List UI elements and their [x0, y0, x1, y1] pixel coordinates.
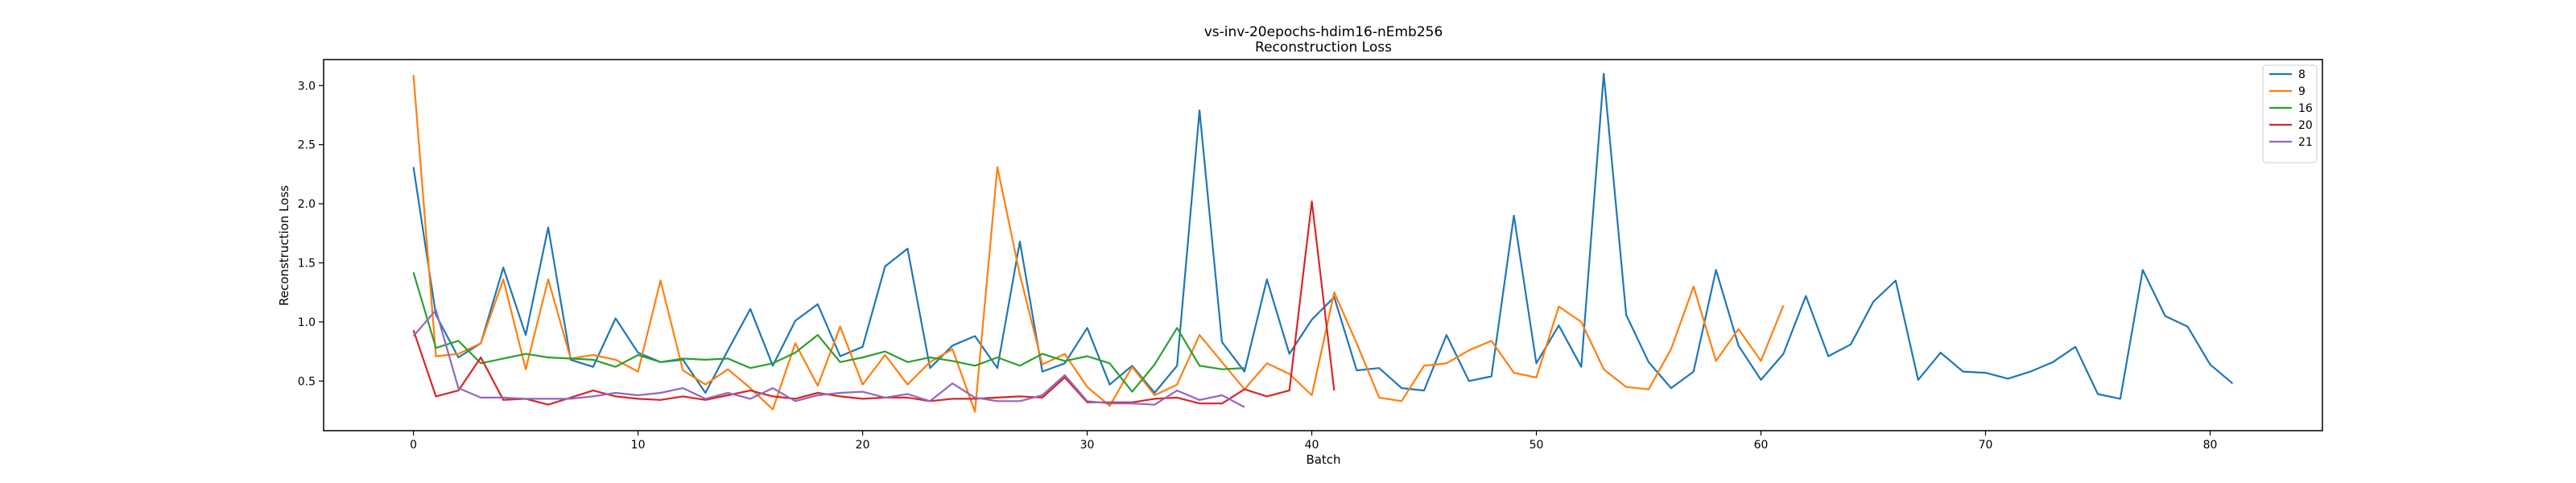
plot-area-frame — [323, 59, 2323, 431]
legend-label-8: 8 — [2298, 68, 2306, 81]
y-tick-label: 1.5 — [298, 258, 316, 270]
chart-title: vs-inv-20epochs-hdim16-nEmb256 — [1204, 24, 1443, 40]
legend-label-20: 20 — [2298, 119, 2313, 132]
legend-label-21: 21 — [2298, 136, 2313, 149]
x-tick-label: 80 — [2203, 439, 2218, 452]
x-tick-label: 10 — [631, 439, 646, 452]
y-axis-label: Reconstruction Loss — [277, 185, 291, 306]
chart-subtitle: Reconstruction Loss — [1255, 39, 1392, 56]
x-tick-label: 0 — [410, 439, 417, 452]
legend-label-9: 9 — [2298, 85, 2306, 98]
x-tick-label: 70 — [1979, 439, 1993, 452]
y-tick-label: 1.0 — [298, 316, 316, 329]
x-tick-label: 50 — [1530, 439, 1544, 452]
x-tick-label: 30 — [1080, 439, 1095, 452]
legend-label-16: 16 — [2298, 102, 2313, 115]
x-tick-label: 40 — [1305, 439, 1319, 452]
y-tick-label: 3.0 — [298, 80, 316, 93]
x-tick-label: 60 — [1754, 439, 1769, 452]
series-line-8 — [412, 72, 2234, 400]
series-line-16 — [412, 271, 1245, 393]
y-tick-label: 2.5 — [298, 139, 316, 152]
x-tick-label: 20 — [856, 439, 870, 452]
legend-box — [2262, 64, 2318, 163]
series-line-20 — [412, 200, 1335, 406]
series-line-21 — [412, 309, 1245, 408]
y-tick-label: 0.5 — [298, 375, 316, 388]
x-axis-label: Batch — [1306, 452, 1340, 467]
legend: 8 9 16 20 21 — [2262, 64, 2318, 163]
ticks-layer: 0 10 20 30 40 50 60 70 80 0.5 1.0 1.5 2.0 2.5 3.0 — [298, 80, 2218, 452]
y-tick-label: 2.0 — [298, 198, 316, 211]
series-layer — [412, 72, 2234, 413]
